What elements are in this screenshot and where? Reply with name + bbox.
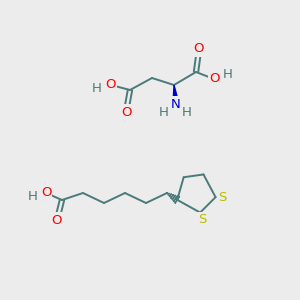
Polygon shape — [173, 85, 179, 104]
Polygon shape — [173, 196, 178, 202]
Text: H: H — [159, 106, 169, 118]
Text: O: O — [41, 187, 51, 200]
Text: H: H — [182, 106, 192, 118]
Text: H: H — [223, 68, 233, 82]
Text: H: H — [92, 82, 102, 95]
Text: O: O — [52, 214, 62, 226]
Polygon shape — [171, 194, 173, 199]
Text: O: O — [106, 79, 116, 92]
Text: N: N — [171, 98, 181, 110]
Text: O: O — [194, 43, 204, 56]
Polygon shape — [172, 195, 176, 200]
Text: H: H — [28, 190, 38, 202]
Polygon shape — [168, 193, 170, 195]
Polygon shape — [175, 196, 180, 203]
Text: S: S — [218, 191, 227, 204]
Text: O: O — [121, 106, 131, 118]
Polygon shape — [169, 194, 172, 197]
Text: O: O — [209, 73, 219, 85]
Text: S: S — [198, 213, 206, 226]
